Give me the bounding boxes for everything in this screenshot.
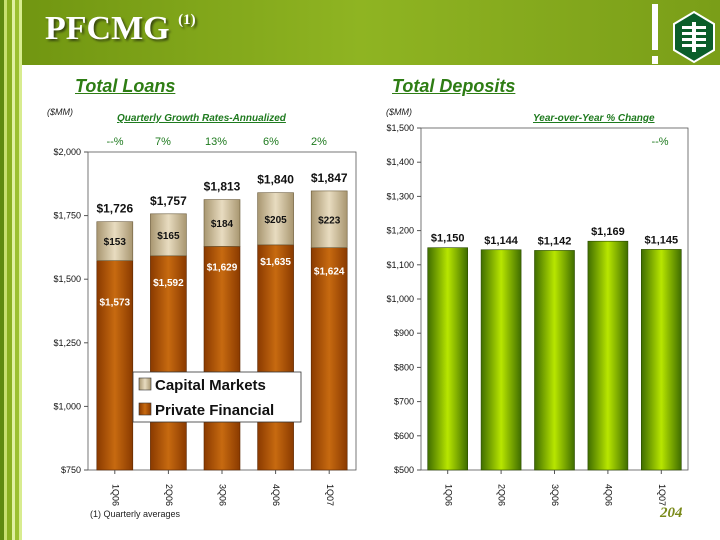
growth-rate: 6% xyxy=(263,136,279,148)
y-tick-label: $900 xyxy=(394,328,414,338)
bar-deposits xyxy=(480,249,522,471)
bar-private-financial xyxy=(203,246,241,471)
legend-label-private-financial: Private Financial xyxy=(155,402,274,419)
y-tick-label: $800 xyxy=(394,362,414,372)
y-tick-label: $1,300 xyxy=(386,191,414,201)
data-label-capital-markets: $223 xyxy=(318,215,341,226)
x-tick-label: 3Q06 xyxy=(218,484,228,506)
x-tick-label: 1Q06 xyxy=(110,484,120,506)
y-tick-label: $1,250 xyxy=(53,338,81,348)
company-logo-icon xyxy=(673,10,715,64)
y-tick-label: $1,000 xyxy=(53,401,81,411)
x-tick-label: 4Q06 xyxy=(604,484,614,506)
data-label-private-financial: $1,635 xyxy=(260,257,291,268)
yoy-change-value: --% xyxy=(651,136,669,148)
page-title: PFCMG (1) xyxy=(45,10,196,47)
y-tick-label: $1,100 xyxy=(386,260,414,270)
x-tick-label: 1Q07 xyxy=(657,484,667,506)
y-tick-label: $1,500 xyxy=(53,274,81,284)
loans-chart: $750 $1,000 $1,250 $1,500 $1,750 $2,000 $153 $1… xyxy=(53,147,357,506)
left-stripe-decoration xyxy=(0,0,22,540)
data-label-total: $1,757 xyxy=(150,194,187,208)
data-label-total: $1,840 xyxy=(257,173,294,187)
legend-box xyxy=(132,371,302,423)
bar-capital-markets xyxy=(150,213,187,257)
growth-rate: --% xyxy=(106,136,124,148)
x-tick-label: 3Q06 xyxy=(550,484,560,506)
x-tick-label: 1Q06 xyxy=(443,484,453,506)
loans-section-title: Total Loans xyxy=(75,76,176,96)
loans-growth-subtitle: Quarterly Growth Rates-Annualized xyxy=(117,113,286,124)
y-tick-label: $600 xyxy=(394,431,414,441)
legend-label-capital-markets: Capital Markets xyxy=(155,377,266,394)
data-label-deposits: $1,145 xyxy=(644,234,678,246)
deposits-unit-label: ($MM) xyxy=(386,107,412,117)
growth-rate: 13% xyxy=(204,136,228,148)
bar-deposits xyxy=(640,249,682,471)
x-tick-label: 4Q06 xyxy=(271,484,281,506)
x-tick-label: 2Q06 xyxy=(164,484,174,506)
x-tick-label: 2Q06 xyxy=(497,484,507,506)
data-label-private-financial: $1,592 xyxy=(153,278,184,289)
bar-capital-markets xyxy=(203,199,241,247)
data-label-private-financial: $1,573 xyxy=(100,298,131,309)
growth-rate: 7% xyxy=(155,136,171,148)
y-tick-label: $750 xyxy=(61,465,81,475)
data-label-capital-markets: $153 xyxy=(104,237,127,248)
loans-unit-label: ($MM) xyxy=(47,107,73,117)
bar-capital-markets xyxy=(310,190,348,248)
bar-capital-markets xyxy=(257,192,294,246)
y-tick-label: $700 xyxy=(394,397,414,407)
x-tick-label: 1Q07 xyxy=(325,484,335,506)
y-tick-label: $1,200 xyxy=(386,226,414,236)
legend-swatch-capital-markets xyxy=(138,377,152,391)
bar-private-financial xyxy=(310,247,348,471)
bar-private-financial xyxy=(96,260,134,471)
deposits-chart: $500 $600 $700 $800 $900 $1,000 $1,100 $1,200 $1… xyxy=(386,123,689,506)
deposits-section-title: Total Deposits xyxy=(392,76,516,96)
data-label-private-financial: $1,624 xyxy=(314,267,345,278)
data-label-capital-markets: $184 xyxy=(211,219,234,230)
data-label-capital-markets: $205 xyxy=(264,215,287,226)
data-label-deposits: $1,142 xyxy=(538,235,572,247)
y-tick-label: $500 xyxy=(394,465,414,475)
y-tick-label: $1,500 xyxy=(386,123,414,133)
page-number: 204 xyxy=(660,505,683,521)
y-tick-label: $1,400 xyxy=(386,157,414,167)
data-label-capital-markets: $165 xyxy=(157,231,180,242)
title-footnote-marker: (1) xyxy=(178,12,196,28)
bar-deposits xyxy=(534,250,575,471)
y-tick-label: $1,750 xyxy=(53,211,81,221)
data-label-total: $1,813 xyxy=(204,180,241,194)
data-label-deposits: $1,169 xyxy=(591,226,625,238)
data-label-deposits: $1,144 xyxy=(484,235,519,247)
bar-deposits xyxy=(587,240,629,471)
bar-private-financial xyxy=(150,255,187,471)
y-tick-label: $1,000 xyxy=(386,294,414,304)
data-label-private-financial: $1,629 xyxy=(207,262,238,273)
header-bar xyxy=(0,0,720,65)
growth-rate: 2% xyxy=(311,136,327,148)
bar-capital-markets xyxy=(96,221,134,261)
footnote: (1) Quarterly averages xyxy=(90,509,181,519)
data-label-deposits: $1,150 xyxy=(431,233,465,245)
y-tick-label: $2,000 xyxy=(53,147,81,157)
data-label-total: $1,726 xyxy=(96,202,133,216)
deposits-yoy-subtitle: Year-over-Year % Change xyxy=(533,113,655,124)
exclamation-mark-decoration xyxy=(652,4,658,64)
legend-swatch-private-financial xyxy=(138,402,152,416)
data-label-total: $1,847 xyxy=(311,171,348,185)
bar-deposits xyxy=(427,247,469,471)
bar-private-financial xyxy=(257,244,294,471)
